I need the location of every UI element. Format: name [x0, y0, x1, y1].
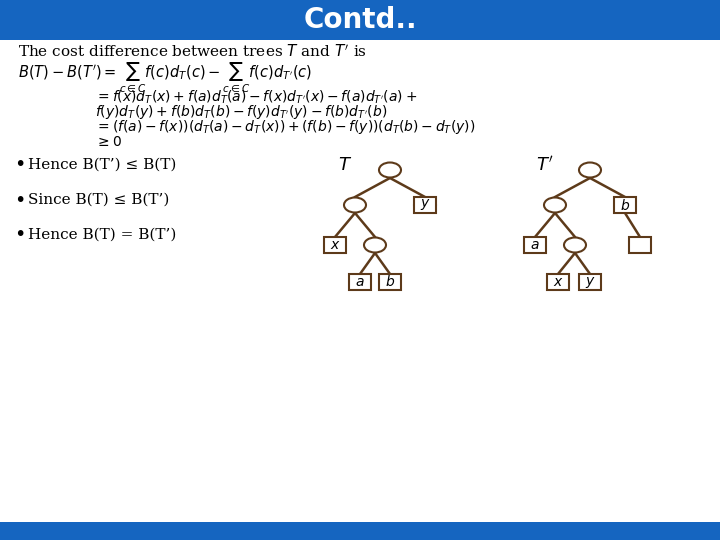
Text: $y$: $y$ [585, 274, 595, 289]
Text: Hence B(T’) ≤ B(T): Hence B(T’) ≤ B(T) [28, 158, 176, 172]
Text: $T$: $T$ [338, 156, 352, 174]
Text: $y$: $y$ [420, 198, 431, 213]
FancyBboxPatch shape [614, 197, 636, 213]
Text: Hence B(T) = B(T’): Hence B(T) = B(T’) [28, 228, 176, 242]
FancyBboxPatch shape [324, 237, 346, 253]
FancyBboxPatch shape [547, 274, 569, 290]
FancyBboxPatch shape [629, 237, 651, 253]
Text: •: • [14, 156, 25, 174]
Text: $= f(x)d_T(x) + f(a)d_T(a) - f(x)d_{T'}(x) - f(a)d_{T'}(a)+$: $= f(x)d_T(x) + f(a)d_T(a) - f(x)d_{T'}(… [95, 89, 417, 106]
Ellipse shape [379, 163, 401, 178]
Text: $B(T) - B(T') = \sum_{c \in C} f(c)d_T(c) - \sum_{c \in C} f(c)d_{T'}(c)$: $B(T) - B(T') = \sum_{c \in C} f(c)d_T(c… [18, 60, 312, 94]
Ellipse shape [564, 238, 586, 253]
FancyBboxPatch shape [379, 274, 401, 290]
Text: $b$: $b$ [620, 198, 630, 213]
Ellipse shape [414, 198, 436, 213]
Text: •: • [14, 191, 25, 210]
Text: $T'$: $T'$ [536, 156, 554, 174]
Text: $f(y)d_T(y) + f(b)d_T(b) - f(y)d_{T'}(y) - f(b)d_{T'}(b)$: $f(y)d_T(y) + f(b)d_T(b) - f(y)d_{T'}(y)… [95, 103, 387, 121]
Text: $a$: $a$ [530, 238, 540, 252]
Text: Contd..: Contd.. [303, 6, 417, 34]
Text: •: • [14, 226, 25, 245]
FancyBboxPatch shape [0, 522, 720, 540]
Text: Since B(T) ≤ B(T’): Since B(T) ≤ B(T’) [28, 193, 169, 207]
Ellipse shape [344, 198, 366, 213]
Ellipse shape [544, 198, 566, 213]
Text: $= (f(a)-f(x))(d_T(a)-d_T(x)) + (f(b)-f(y))(d_T(b)-d_T(y))$: $= (f(a)-f(x))(d_T(a)-d_T(x)) + (f(b)-f(… [95, 118, 475, 136]
FancyBboxPatch shape [0, 0, 720, 40]
Ellipse shape [364, 238, 386, 253]
Text: $b$: $b$ [385, 274, 395, 289]
Text: $\geq 0$: $\geq 0$ [95, 135, 122, 149]
FancyBboxPatch shape [524, 237, 546, 253]
Text: The cost difference between trees $T$ and $T'$ is: The cost difference between trees $T$ an… [18, 44, 367, 60]
FancyBboxPatch shape [349, 274, 371, 290]
Text: $a$: $a$ [355, 275, 365, 289]
Ellipse shape [579, 163, 601, 178]
FancyBboxPatch shape [579, 274, 601, 290]
FancyBboxPatch shape [414, 197, 436, 213]
Text: $x$: $x$ [553, 275, 563, 289]
Text: $x$: $x$ [330, 238, 341, 252]
